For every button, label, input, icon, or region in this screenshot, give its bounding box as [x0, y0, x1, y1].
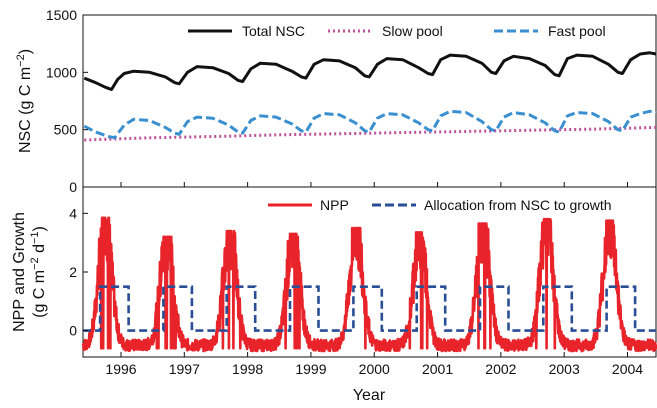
- bottom-y-tick-label: 4: [69, 205, 77, 221]
- top-y-tick-label: 500: [54, 122, 78, 138]
- x-axis-label: Year: [353, 387, 386, 404]
- x-tick-label: 2000: [359, 361, 390, 377]
- legend-label-total-nsc: Total NSC: [242, 23, 305, 39]
- top-y-tick-label: 0: [69, 179, 77, 195]
- top-y-axis-label: NSC (g C m−2): [15, 49, 34, 153]
- top-plot-area: [83, 51, 657, 142]
- x-tick-label: 2002: [485, 361, 516, 377]
- top-y-tick-label: 1500: [46, 7, 77, 23]
- bottom-y-axis-label-line1: NPP and Growth: [11, 212, 28, 332]
- x-tick-label: 1997: [169, 361, 200, 377]
- top-y-tick-label: 1000: [46, 64, 77, 80]
- top-legend: Total NSC Slow pool Fast pool: [188, 23, 606, 39]
- x-tick-label: 1999: [295, 361, 326, 377]
- legend-label-allocation: Allocation from NSC to growth: [424, 197, 612, 213]
- bottom-y-tick-label: 0: [69, 323, 77, 339]
- series-line-slow-pool: [84, 125, 657, 142]
- series-line-fast-pool: [83, 109, 657, 140]
- legend-label-fast-pool: Fast pool: [548, 23, 606, 39]
- series-line-total-nsc: [83, 51, 657, 91]
- legend-label-slow-pool: Slow pool: [382, 23, 443, 39]
- bottom-legend: NPP Allocation from NSC to growth: [268, 197, 612, 213]
- series-line-npp: [81, 216, 657, 353]
- x-axis: 1996 1997 1998 1999 2000 2001 2002 2003 2004: [105, 182, 643, 377]
- bottom-y-tick-label: 2: [69, 264, 77, 280]
- x-tick-label: 2004: [612, 361, 643, 377]
- x-tick-label: 1996: [105, 361, 136, 377]
- x-tick-label: 2001: [422, 361, 453, 377]
- x-tick-label: 1998: [232, 361, 263, 377]
- top-panel-frame: [82, 14, 657, 188]
- bottom-y-axis: 0 2 4: [69, 205, 88, 339]
- top-y-axis: 0 500 1000 1500: [46, 7, 88, 195]
- bottom-plot-area: [81, 216, 657, 353]
- series-line-allocation: [83, 285, 656, 332]
- legend-label-npp: NPP: [320, 197, 349, 213]
- bottom-y-axis-label-line2: (g C m−2 d−1): [29, 226, 48, 318]
- x-tick-label: 2003: [549, 361, 580, 377]
